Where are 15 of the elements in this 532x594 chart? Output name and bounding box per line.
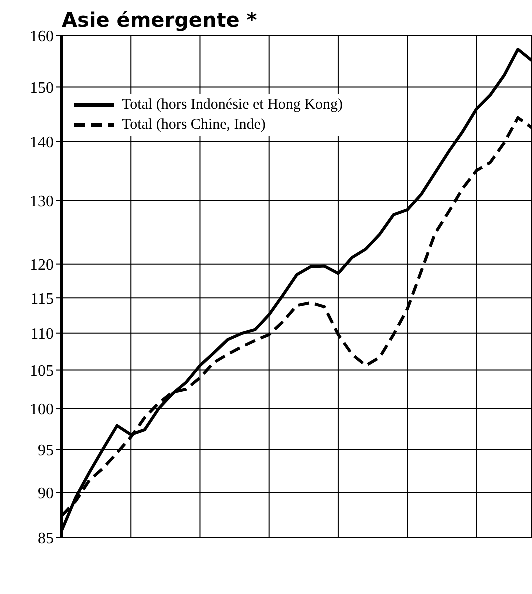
y-tick-label: 115 (30, 290, 54, 308)
y-tick-label: 120 (30, 257, 54, 274)
y-tick-label: 90 (38, 485, 54, 502)
y-tick-label: 105 (30, 362, 54, 380)
y-tick-label: 160 (30, 28, 54, 46)
y-tick-label: 110 (30, 326, 54, 344)
y-tick-label: 85 (38, 530, 54, 548)
chart-title: Asie émergente * (62, 8, 258, 32)
legend-label: Total (hors Chine, Inde) (122, 116, 266, 134)
y-tick-label: 95 (38, 442, 54, 460)
y-tick-label: 130 (30, 193, 54, 210)
legend-label: Total (hors Indonésie et Hong Kong) (122, 96, 343, 114)
y-tick-label: 150 (30, 80, 54, 97)
y-tick-label: 100 (30, 402, 54, 419)
y-tick-label: 140 (30, 134, 54, 152)
